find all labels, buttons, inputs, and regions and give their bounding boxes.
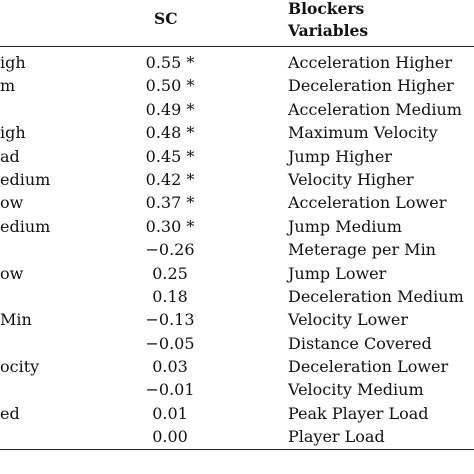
table-row: 0.00 Player Load bbox=[0, 425, 474, 448]
variable-name-cell: Deceleration Medium bbox=[288, 286, 464, 306]
sc-value-cell: 0.42 * bbox=[145, 169, 195, 189]
variable-name-cell: Acceleration Medium bbox=[288, 99, 462, 119]
sc-value-cell: 0.25 bbox=[152, 263, 188, 283]
table-row: edium 0.30 * Jump Medium bbox=[0, 215, 474, 238]
sc-value-cell: 0.00 bbox=[152, 427, 188, 447]
variable-name-cell: Meterage per Min bbox=[288, 240, 436, 260]
cropped-left-cell: ocity bbox=[0, 357, 40, 377]
variable-name-cell: Jump Medium bbox=[288, 216, 402, 236]
cropped-left-cell: ed bbox=[0, 403, 20, 423]
bottom-rule bbox=[0, 449, 474, 450]
cropped-left-cell: ad bbox=[0, 146, 20, 166]
table-row: −0.26 Meterage per Min bbox=[0, 238, 474, 261]
table-row: −0.01 Velocity Medium bbox=[0, 378, 474, 401]
variable-name-cell: Acceleration Higher bbox=[288, 53, 453, 72]
sc-value-cell: 0.49 * bbox=[145, 99, 195, 119]
sc-value-cell: 0.30 * bbox=[145, 216, 195, 236]
variable-name-cell: Acceleration Lower bbox=[288, 193, 447, 213]
variable-name-cell: Jump Lower bbox=[288, 263, 387, 283]
sc-value-cell: 0.45 * bbox=[145, 146, 195, 166]
sc-value-cell: −0.05 bbox=[145, 333, 195, 353]
variable-name-cell: Deceleration Lower bbox=[288, 357, 449, 377]
table-row: −0.05 Distance Covered bbox=[0, 332, 474, 355]
variable-name-cell: Player Load bbox=[288, 427, 385, 447]
table-row: ad 0.45 * Jump Higher bbox=[0, 145, 474, 168]
variable-name-cell: Jump Higher bbox=[288, 146, 392, 166]
variable-name-cell: Distance Covered bbox=[288, 333, 432, 353]
sc-value-cell: 0.48 * bbox=[145, 123, 195, 143]
column-header-variables: Variables bbox=[288, 21, 369, 40]
sc-value-cell: 0.50 * bbox=[145, 76, 195, 96]
table-row: igh 0.55 * Acceleration Higher bbox=[0, 51, 474, 74]
table-row: ow 0.37 * Acceleration Lower bbox=[0, 191, 474, 214]
table-row: Min −0.13 Velocity Lower bbox=[0, 308, 474, 331]
sc-value-cell: −0.13 bbox=[145, 310, 195, 330]
header-rule bbox=[0, 46, 474, 47]
cropped-left-cell: igh bbox=[0, 123, 26, 143]
sc-value-cell: 0.01 bbox=[152, 403, 188, 423]
variable-name-cell: Peak Player Load bbox=[288, 403, 429, 423]
table-row: 0.49 * Acceleration Medium bbox=[0, 98, 474, 121]
cropped-left-cell: ow bbox=[0, 263, 24, 283]
variable-name-cell: Maximum Velocity bbox=[288, 123, 438, 143]
cropped-left-cell: igh bbox=[0, 53, 26, 72]
table-body: igh 0.55 * Acceleration Higher m 0.50 * Decel… bbox=[0, 51, 474, 449]
sc-value-cell: 0.55 * bbox=[145, 53, 195, 72]
table-row: ow 0.25 Jump Lower bbox=[0, 262, 474, 285]
table-row: edium 0.42 * Velocity Higher bbox=[0, 168, 474, 191]
cropped-left-cell: m bbox=[0, 76, 16, 96]
sc-value-cell: 0.03 bbox=[152, 357, 188, 377]
table-row: ed 0.01 Peak Player Load bbox=[0, 402, 474, 425]
table-row: igh 0.48 * Maximum Velocity bbox=[0, 121, 474, 144]
table-row: m 0.50 * Deceleration Higher bbox=[0, 74, 474, 97]
cropped-left-cell: ow bbox=[0, 193, 24, 213]
table-row: ocity 0.03 Deceleration Lower bbox=[0, 355, 474, 378]
cropped-left-cell: edium bbox=[0, 216, 51, 236]
table-row: 0.18 Deceleration Medium bbox=[0, 285, 474, 308]
variable-name-cell: Deceleration Higher bbox=[288, 76, 454, 96]
column-header-sc: SC bbox=[154, 9, 178, 28]
sc-value-cell: 0.37 * bbox=[145, 193, 195, 213]
variable-name-cell: Velocity Lower bbox=[288, 310, 409, 330]
cropped-left-cell: Min bbox=[0, 310, 32, 330]
sc-value-cell: −0.01 bbox=[145, 380, 195, 400]
sc-value-cell: −0.26 bbox=[145, 240, 195, 260]
sc-value-cell: 0.18 bbox=[152, 286, 188, 306]
variable-name-cell: Velocity Higher bbox=[288, 169, 414, 189]
cropped-left-cell: edium bbox=[0, 169, 51, 189]
column-header-blockers: Blockers bbox=[288, 0, 365, 18]
variable-name-cell: Velocity Medium bbox=[288, 380, 424, 400]
